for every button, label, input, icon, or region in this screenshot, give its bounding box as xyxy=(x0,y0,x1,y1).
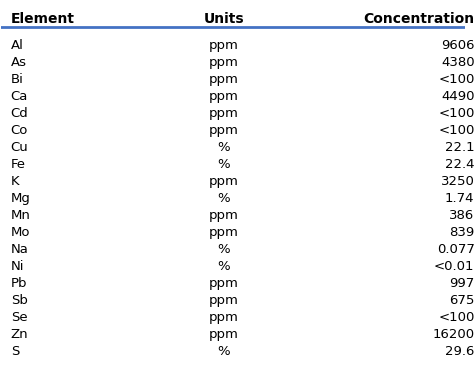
Text: As: As xyxy=(11,56,27,69)
Text: <100: <100 xyxy=(438,73,474,86)
Text: Zn: Zn xyxy=(11,328,28,341)
Text: ppm: ppm xyxy=(209,107,239,120)
Text: <0.01: <0.01 xyxy=(434,260,474,273)
Text: %: % xyxy=(218,192,230,205)
Text: %: % xyxy=(218,158,230,171)
Text: 9606: 9606 xyxy=(441,39,474,52)
Text: ppm: ppm xyxy=(209,39,239,52)
Text: Bi: Bi xyxy=(11,73,24,86)
Text: 386: 386 xyxy=(449,209,474,222)
Text: %: % xyxy=(218,243,230,256)
Text: 675: 675 xyxy=(449,294,474,307)
Text: Al: Al xyxy=(11,39,24,52)
Text: Ni: Ni xyxy=(11,260,24,273)
Text: Ca: Ca xyxy=(11,90,28,103)
Text: ppm: ppm xyxy=(209,209,239,222)
Text: ppm: ppm xyxy=(209,277,239,290)
Text: Fe: Fe xyxy=(11,158,26,171)
Text: 16200: 16200 xyxy=(432,328,474,341)
Text: 4380: 4380 xyxy=(441,56,474,69)
Text: ppm: ppm xyxy=(209,56,239,69)
Text: Units: Units xyxy=(204,12,245,26)
Text: S: S xyxy=(11,345,19,358)
Text: 3250: 3250 xyxy=(441,175,474,188)
Text: Mg: Mg xyxy=(11,192,30,205)
Text: ppm: ppm xyxy=(209,294,239,307)
Text: 0.077: 0.077 xyxy=(437,243,474,256)
Text: Mo: Mo xyxy=(11,226,30,239)
Text: ppm: ppm xyxy=(209,175,239,188)
Text: ppm: ppm xyxy=(209,226,239,239)
Text: %: % xyxy=(218,141,230,154)
Text: Element: Element xyxy=(11,12,75,26)
Text: 997: 997 xyxy=(449,277,474,290)
Text: %: % xyxy=(218,345,230,358)
Text: <100: <100 xyxy=(438,107,474,120)
Text: 29.6: 29.6 xyxy=(445,345,474,358)
Text: ppm: ppm xyxy=(209,90,239,103)
Text: Na: Na xyxy=(11,243,28,256)
Text: Mn: Mn xyxy=(11,209,30,222)
Text: 1.74: 1.74 xyxy=(445,192,474,205)
Text: ppm: ppm xyxy=(209,73,239,86)
Text: 22.1: 22.1 xyxy=(445,141,474,154)
Text: Concentration: Concentration xyxy=(364,12,474,26)
Text: Cd: Cd xyxy=(11,107,28,120)
Text: 22.4: 22.4 xyxy=(445,158,474,171)
Text: 839: 839 xyxy=(449,226,474,239)
Text: K: K xyxy=(11,175,19,188)
Text: ppm: ppm xyxy=(209,311,239,324)
Text: 4490: 4490 xyxy=(441,90,474,103)
Text: Se: Se xyxy=(11,311,27,324)
Text: <100: <100 xyxy=(438,124,474,137)
Text: ppm: ppm xyxy=(209,328,239,341)
Text: Cu: Cu xyxy=(11,141,28,154)
Text: ppm: ppm xyxy=(209,124,239,137)
Text: Sb: Sb xyxy=(11,294,27,307)
Text: Co: Co xyxy=(11,124,28,137)
Text: <100: <100 xyxy=(438,311,474,324)
Text: %: % xyxy=(218,260,230,273)
Text: Pb: Pb xyxy=(11,277,27,290)
